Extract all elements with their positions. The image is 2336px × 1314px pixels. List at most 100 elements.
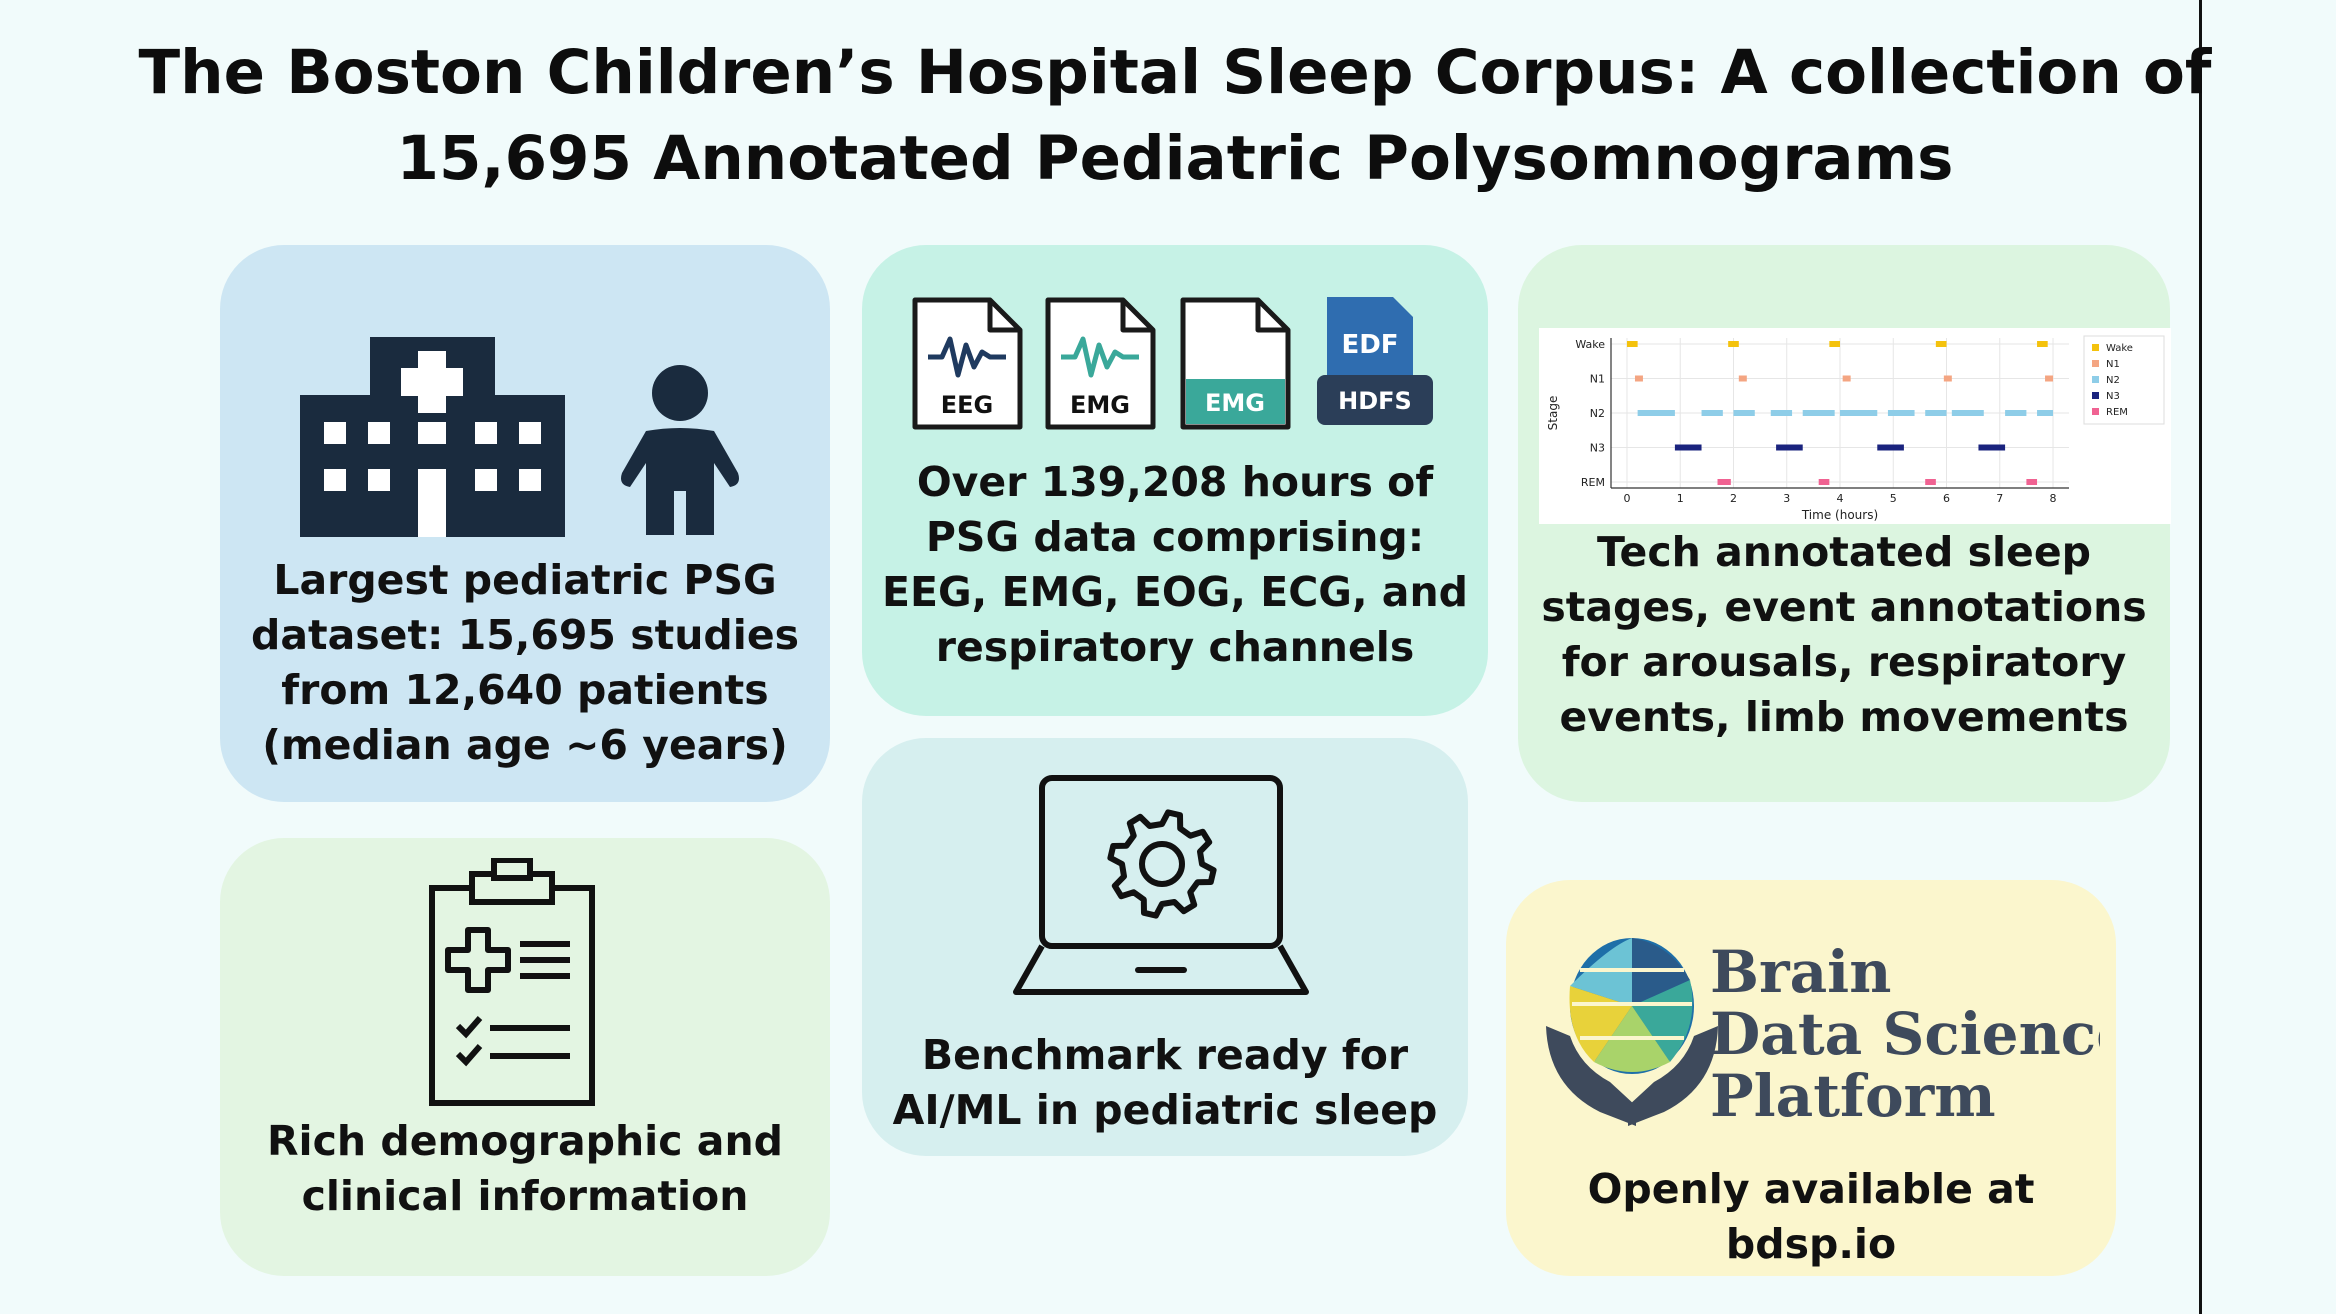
stage-segment-n2 (2037, 410, 2054, 416)
x-tick-label: 5 (1890, 492, 1897, 505)
logo-word-platform: Platform (1710, 1062, 1996, 1130)
file-icons-row: EEG EMG EMG EDF HDFS (912, 297, 1433, 430)
stage-segment-n1 (1634, 375, 1643, 382)
stage-segment-n2 (1637, 410, 1675, 416)
channels-line: PSG data comprising: (925, 513, 1425, 561)
legend-swatch (2092, 408, 2099, 415)
legend-swatch (2092, 360, 2099, 367)
channels-line: EEG, EMG, EOG, ECG, and (882, 568, 1468, 616)
x-tick-label: 6 (1943, 492, 1950, 505)
benchmark-line: Benchmark ready for (921, 1031, 1409, 1079)
y-axis-label: Stage (1546, 396, 1560, 431)
stage-segment-n2 (1770, 410, 1793, 416)
stage-segment-n2 (1951, 410, 1984, 416)
y-tick-label: N3 (1590, 442, 1605, 455)
child-icon (621, 365, 739, 535)
page-title: The Boston Children’s Hospital Sleep Cor… (138, 37, 2212, 194)
emg-file-icon-filled: EMG (1180, 297, 1291, 430)
x-tick-label: 0 (1623, 492, 1630, 505)
stage-segment-n2 (1701, 410, 1723, 416)
clinical-line: Rich demographic and (266, 1117, 784, 1165)
legend-swatch (2092, 344, 2099, 351)
emg-file-icon: EMG (1045, 297, 1156, 430)
dataset-line: (median age ~6 years) (262, 721, 788, 769)
x-tick-label: 4 (1837, 492, 1844, 505)
legend-label: N1 (2106, 359, 2120, 370)
stage-segment-n1 (1842, 375, 1851, 382)
availability-description: Openly available at bdsp.io (1506, 1162, 2116, 1272)
channels-line: Over 139,208 hours of (916, 458, 1434, 506)
laptop-gear-icon (1013, 775, 1309, 995)
emg-filled-label: EMG (1205, 389, 1265, 417)
x-axis-label: Time (hours) (1801, 508, 1878, 522)
y-tick-label: Wake (1575, 338, 1605, 351)
edf-hdfs-icon: EDF HDFS (1317, 297, 1433, 425)
eeg-file-icon: EEG (912, 297, 1023, 430)
x-tick-label: 1 (1677, 492, 1684, 505)
stage-segment-wake (2037, 341, 2048, 347)
eeg-file-label: EEG (941, 391, 994, 419)
edf-label: EDF (1341, 330, 1398, 360)
stage-segment-n1 (2045, 375, 2054, 382)
stage-segment-n2 (1733, 410, 1755, 416)
gear-icon (1107, 809, 1217, 919)
dataset-line: from 12,640 patients (281, 666, 769, 714)
channels-line: respiratory channels (935, 623, 1415, 671)
stage-segment-n1 (1943, 375, 1952, 382)
legend-swatch (2092, 392, 2099, 399)
stage-segment-n1 (1738, 375, 1747, 382)
stage-segment-n2 (2005, 410, 2027, 416)
card-annotations: Wake N1 N2 N3 REM 0 1 2 3 4 5 6 7 8 Time (hours) Stage … (1518, 245, 2171, 802)
stage-segment-n3 (1674, 444, 1702, 451)
legend-label: N2 (2106, 375, 2120, 386)
benchmark-line: AI/ML in pediatric sleep (892, 1086, 1438, 1134)
availability-link[interactable]: bdsp.io (1725, 1220, 1897, 1268)
stage-segment-n3 (1776, 444, 1803, 451)
stage-segment-n2 (1925, 410, 1947, 416)
stage-segment-wake (1935, 341, 1947, 347)
logo-word-brain: Brain (1710, 938, 1891, 1006)
x-tick-label: 3 (1783, 492, 1790, 505)
annotations-line: Tech annotated sleep (1596, 528, 2092, 576)
x-tick-label: 2 (1730, 492, 1737, 505)
x-tick-label: 8 (2050, 492, 2057, 505)
card-dataset: Largest pediatric PSG dataset: 15,695 st… (220, 245, 830, 802)
stage-segment-n3 (1978, 444, 2006, 451)
stage-segment-rem (1925, 479, 1936, 485)
legend-label: N3 (2106, 391, 2120, 402)
clipboard-icon (429, 858, 595, 1106)
stage-segment-wake (1626, 341, 1638, 347)
stage-segment-wake (1829, 341, 1840, 347)
legend-label: Wake (2106, 343, 2133, 354)
channels-description: Over 139,208 hours of PSG data comprisin… (862, 455, 1488, 675)
card-availability: Brain Data Science Platform Openly avail… (1506, 880, 2116, 1276)
emg-file-label: EMG (1070, 391, 1130, 419)
benchmark-description: Benchmark ready for AI/ML in pediatric s… (862, 1028, 1468, 1138)
y-tick-label: N1 (1590, 373, 1605, 386)
dataset-line: Largest pediatric PSG (273, 556, 777, 604)
availability-line: Openly available at (1587, 1165, 2035, 1213)
stage-segment-n2 (1802, 410, 1835, 416)
card-benchmark: Benchmark ready for AI/ML in pediatric s… (862, 738, 1468, 1156)
x-tick-label: 7 (1996, 492, 2003, 505)
right-border-line (2199, 0, 2202, 1314)
annotations-line: stages, event annotations (1541, 583, 2147, 631)
dataset-description: Largest pediatric PSG dataset: 15,695 st… (220, 553, 830, 773)
stage-segment-n2 (1840, 410, 1878, 416)
bdsp-logo: Brain Data Science Platform (1546, 938, 2100, 1130)
annotations-line: for arousals, respiratory (1561, 638, 2127, 686)
y-tick-label: REM (1581, 476, 1605, 489)
card-clinical: Rich demographic and clinical informatio… (220, 838, 830, 1276)
card-channels: EEG EMG EMG EDF HDFS Over 139,208 hours … (862, 245, 1488, 716)
clinical-description: Rich demographic and clinical informatio… (220, 1114, 830, 1224)
stage-segment-n3 (1877, 444, 1904, 451)
stage-segment-n2 (1887, 410, 1915, 416)
annotations-line: events, limb movements (1559, 693, 2129, 741)
clinical-line: clinical information (301, 1172, 749, 1220)
dataset-line: dataset: 15,695 studies (250, 611, 800, 659)
stage-segment-wake (1728, 341, 1739, 347)
stage-segment-rem (1717, 479, 1731, 485)
logo-word-data-science: Data Science (1710, 1000, 2100, 1068)
hdfs-label: HDFS (1338, 387, 1412, 415)
